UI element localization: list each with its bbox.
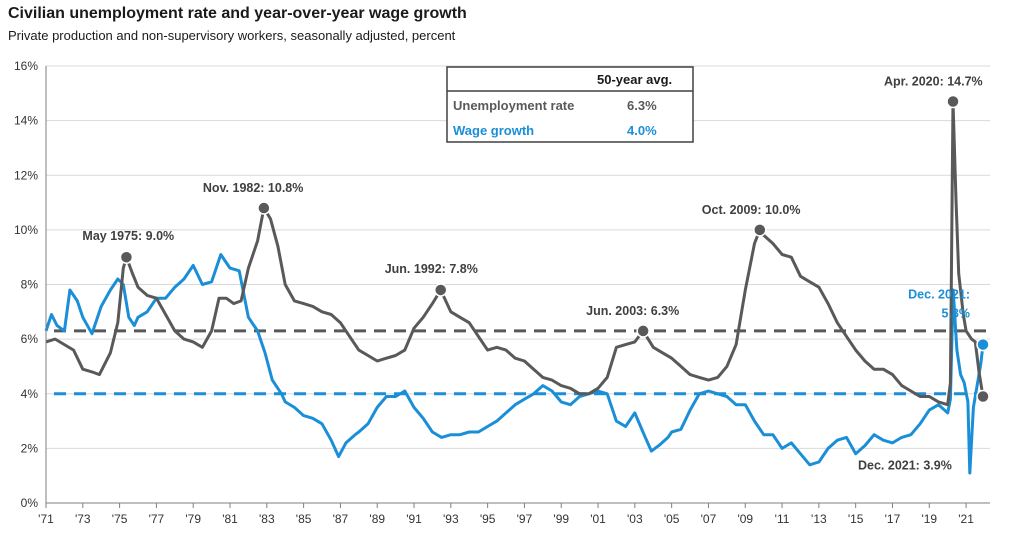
- x-tick-label: '99: [553, 512, 569, 526]
- series-lines: [44, 100, 985, 475]
- x-tick-label: '87: [333, 512, 349, 526]
- x-tick-label: '21: [958, 512, 974, 526]
- annotation-label: Dec. 2021: 3.9%: [858, 458, 952, 472]
- annotation-marker: [976, 389, 990, 404]
- y-tick-label: 8%: [21, 278, 39, 292]
- annotation-marker: [753, 223, 767, 237]
- annotation-label: Jun. 2003: 6.3%: [586, 304, 679, 318]
- annotation-label: Oct. 2009: 10.0%: [702, 203, 801, 217]
- x-tick-label: '73: [75, 512, 91, 526]
- annotation-marker: [976, 337, 990, 352]
- annotation-marker: [433, 283, 448, 297]
- x-tick-label: '85: [296, 512, 312, 526]
- x-tick-label: '93: [443, 512, 459, 526]
- x-tick-label: '07: [701, 512, 717, 526]
- x-tick-label: '01: [590, 512, 606, 526]
- x-tick-label: '77: [149, 512, 165, 526]
- x-tick-label: '79: [185, 512, 201, 526]
- annotations: May 1975: 9.0% Nov. 1982: 10.8% Jun. 1992:…: [82, 75, 990, 472]
- x-tick-label: '71: [38, 512, 54, 526]
- y-tick-label: 10%: [14, 223, 38, 237]
- average-lines: [54, 329, 988, 396]
- x-tick-label: '97: [517, 512, 533, 526]
- x-tick-label: '13: [811, 512, 827, 526]
- annotation-label: 5.8%: [942, 307, 971, 321]
- y-tick-label: 14%: [14, 114, 38, 128]
- legend-box: 50-year avg. Unemployment rate 6.3% Wage gr…: [446, 66, 694, 143]
- x-tick-label: '75: [112, 512, 128, 526]
- x-tick-label: '91: [406, 512, 422, 526]
- x-tick-label: '15: [848, 512, 864, 526]
- legend-row-label: Wage growth: [453, 123, 534, 138]
- legend-row-value: 6.3%: [627, 98, 657, 113]
- series-line-unemployment-rate: [45, 100, 985, 407]
- y-tick-label: 4%: [21, 387, 39, 401]
- y-tick-label: 16%: [14, 59, 38, 73]
- annotation-label: May 1975: 9.0%: [82, 229, 174, 243]
- y-tick-label: 2%: [21, 441, 39, 455]
- annotation-marker: [257, 201, 271, 215]
- y-tick-label: 12%: [14, 168, 38, 182]
- annotation-marker: [119, 250, 134, 264]
- annotation-marker: [946, 94, 960, 109]
- x-tick-label: '03: [627, 512, 643, 526]
- annotation-label: Dec. 2021:: [908, 288, 970, 302]
- legend-header: 50-year avg.: [597, 72, 672, 87]
- legend-frame: [446, 66, 694, 143]
- y-tick-label: 6%: [21, 332, 39, 346]
- annotation-label: Nov. 1982: 10.8%: [203, 181, 304, 195]
- annotation-marker: [636, 324, 650, 338]
- x-tick-label: '11: [775, 512, 790, 526]
- x-tick-label: '19: [921, 512, 937, 526]
- chart-subtitle: Private production and non-supervisory w…: [8, 28, 456, 43]
- x-tick-label: '95: [480, 512, 496, 526]
- x-tick-label: '17: [885, 512, 901, 526]
- x-tick-label: '09: [737, 512, 753, 526]
- x-tick-label: '83: [259, 512, 275, 526]
- axes: 0% 2% 4% 6% 8% 10% 12% 14% 16% '71 '73 '75 '77 '79 '81…: [14, 59, 990, 526]
- annotation-label: Jun. 1992: 7.8%: [385, 262, 478, 276]
- series-line-wage-growth: [44, 253, 985, 475]
- legend-row-label: Unemployment rate: [453, 98, 574, 113]
- x-tick-label: '05: [664, 512, 680, 526]
- x-tick-label: '81: [222, 512, 238, 526]
- annotation-label: Apr. 2020: 14.7%: [884, 75, 983, 89]
- x-tick-label: '89: [369, 512, 385, 526]
- legend-row-value: 4.0%: [627, 123, 657, 138]
- chart-title: Civilian unemployment rate and year-over…: [8, 5, 467, 22]
- y-tick-label: 0%: [21, 496, 39, 510]
